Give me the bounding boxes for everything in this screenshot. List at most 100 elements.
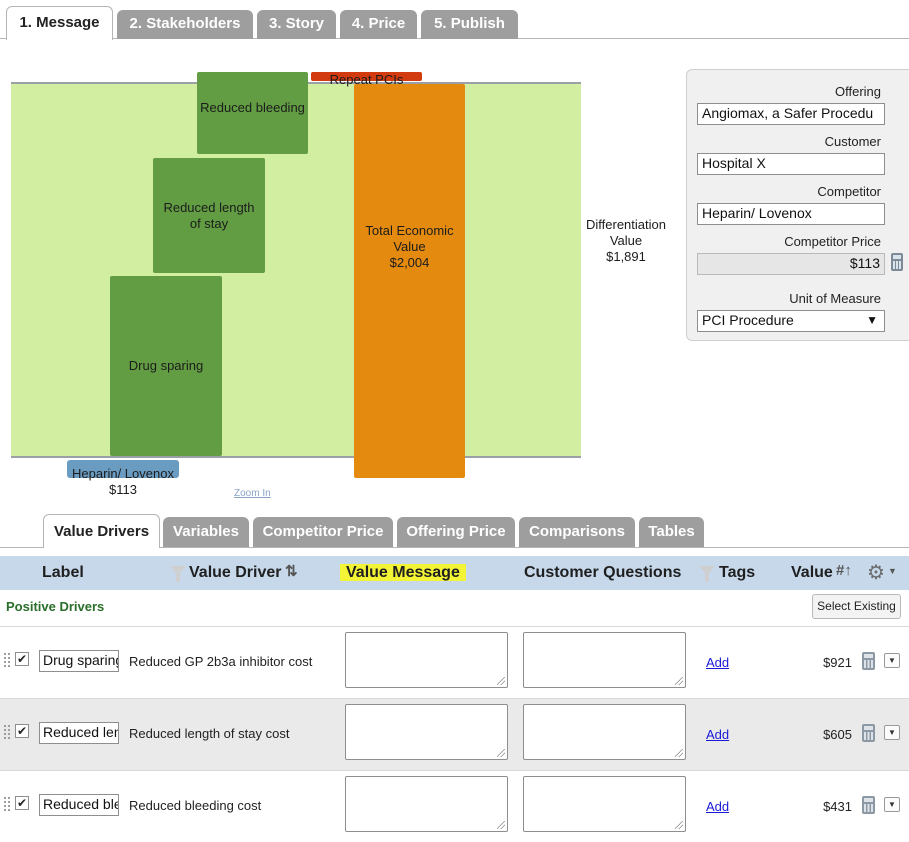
row-value: $921 bbox=[823, 655, 852, 670]
header-label[interactable]: Label bbox=[42, 564, 84, 581]
differentiation-amount: $1,891 bbox=[606, 249, 646, 264]
section-title-positive-drivers: Positive Drivers bbox=[6, 599, 105, 614]
bar-label-reduced-bleeding: Reduced bleeding bbox=[200, 100, 305, 115]
calculator-icon[interactable] bbox=[862, 652, 875, 670]
tab-publish[interactable]: 5. Publish bbox=[421, 10, 518, 39]
sort-az-icon[interactable]: ⇅ bbox=[285, 563, 298, 580]
tab-price[interactable]: 4. Price bbox=[340, 10, 417, 39]
table-row: ✔ Reduced bleeding Reduced bleeding cost… bbox=[0, 770, 909, 842]
drag-handle-icon[interactable] bbox=[3, 652, 11, 668]
bar-label-drug-sparing: Drug sparing bbox=[128, 358, 204, 373]
value-message-textarea[interactable] bbox=[345, 776, 508, 832]
dropdown-arrow-icon: ▼ bbox=[866, 313, 878, 327]
value-message-textarea[interactable] bbox=[345, 704, 508, 760]
row-value: $605 bbox=[823, 727, 852, 742]
calculator-icon[interactable] bbox=[862, 724, 875, 742]
add-tag-link[interactable]: Add bbox=[706, 655, 730, 670]
tab-stakeholders[interactable]: 2. Stakeholders bbox=[117, 10, 253, 39]
competitor-name: Heparin/ Lovenox bbox=[72, 466, 174, 481]
tab-competitor-price[interactable]: Competitor Price bbox=[253, 517, 393, 547]
bottom-tab-divider bbox=[0, 547, 909, 548]
row-value: $431 bbox=[823, 799, 852, 814]
total-label-line1: Total Economic bbox=[365, 223, 454, 238]
tab-offering-price[interactable]: Offering Price bbox=[397, 517, 515, 547]
chart-baseline bbox=[11, 456, 581, 458]
customer-label: Customer bbox=[824, 134, 881, 149]
filter-icon[interactable] bbox=[699, 566, 715, 582]
tab-story[interactable]: 3. Story bbox=[257, 10, 336, 39]
bar-reduced-length-of-stay[interactable]: Reduced length of stay bbox=[153, 158, 265, 273]
customer-field[interactable]: Hospital X bbox=[697, 153, 885, 175]
row-label-input[interactable]: Reduced bleeding bbox=[39, 794, 119, 816]
table-header: Label Value Driver ⇅ Value Message Custo… bbox=[0, 556, 909, 590]
competitor-bar-label: Heparin/ Lovenox $113 bbox=[67, 466, 179, 498]
drag-handle-icon[interactable] bbox=[3, 796, 11, 812]
row-separator bbox=[0, 698, 909, 699]
header-customer-questions[interactable]: Customer Questions bbox=[524, 564, 682, 581]
offering-label: Offering bbox=[834, 84, 881, 99]
row-value-driver: Reduced GP 2b3a inhibitor cost bbox=[129, 654, 313, 669]
bar-label-repeat-pcis: Repeat PCIs bbox=[329, 72, 404, 87]
customer-questions-textarea[interactable] bbox=[523, 632, 686, 688]
gear-dropdown-icon[interactable]: ▼ bbox=[888, 566, 897, 576]
select-existing-button[interactable]: Select Existing bbox=[812, 594, 901, 619]
tab-comparisons[interactable]: Comparisons bbox=[519, 517, 635, 547]
bar-drug-sparing[interactable]: Drug sparing bbox=[110, 276, 222, 456]
competitor-amount: $113 bbox=[109, 482, 137, 497]
competitor-price-label: Competitor Price bbox=[784, 234, 881, 249]
value-message-textarea[interactable] bbox=[345, 632, 508, 688]
bar-reduced-bleeding[interactable]: Reduced bleeding bbox=[197, 72, 308, 154]
competitor-label: Competitor bbox=[817, 184, 881, 199]
unit-of-measure-value: PCI Procedure bbox=[702, 312, 794, 328]
settings-panel: Offering Angiomax, a Safer Procedu Custo… bbox=[686, 69, 909, 341]
gear-icon[interactable]: ⚙ bbox=[867, 562, 885, 584]
add-tag-link[interactable]: Add bbox=[706, 727, 730, 742]
top-tab-bar: 1. Message 2. Stakeholders 3. Story 4. P… bbox=[0, 0, 909, 40]
calculator-icon[interactable] bbox=[862, 796, 875, 814]
customer-questions-textarea[interactable] bbox=[523, 704, 686, 760]
bar-total-economic-value[interactable]: Total Economic Value $2,004 bbox=[354, 84, 465, 478]
tab-variables[interactable]: Variables bbox=[163, 517, 249, 547]
tab-value-drivers[interactable]: Value Drivers bbox=[43, 514, 160, 548]
offering-field[interactable]: Angiomax, a Safer Procedu bbox=[697, 103, 885, 125]
header-value-message-text: Value Message bbox=[340, 564, 466, 581]
bar-repeat-pcis[interactable] bbox=[311, 72, 422, 81]
bar-competitor[interactable] bbox=[67, 460, 179, 478]
row-separator bbox=[0, 770, 909, 771]
header-tags[interactable]: Tags bbox=[719, 564, 756, 581]
row-checkbox[interactable]: ✔ bbox=[15, 652, 29, 666]
differentiation-line2: Value bbox=[609, 233, 643, 248]
row-value-driver: Reduced length of stay cost bbox=[129, 726, 290, 741]
header-value-driver[interactable]: Value Driver bbox=[189, 564, 282, 581]
customer-questions-textarea[interactable] bbox=[523, 776, 686, 832]
differentiation-line1: Differentiation bbox=[586, 217, 666, 232]
row-menu-dropdown-icon[interactable]: ▼ bbox=[884, 653, 900, 668]
tab-tables[interactable]: Tables bbox=[639, 517, 704, 547]
row-menu-dropdown-icon[interactable]: ▼ bbox=[884, 725, 900, 740]
row-label-input[interactable]: Reduced length of stay bbox=[39, 722, 119, 744]
row-checkbox[interactable]: ✔ bbox=[15, 724, 29, 738]
calculator-icon[interactable] bbox=[891, 253, 903, 271]
row-value-driver: Reduced bleeding cost bbox=[129, 798, 262, 813]
header-value[interactable]: Value bbox=[791, 564, 833, 581]
total-value-amount: $2,004 bbox=[389, 255, 430, 270]
drag-handle-icon[interactable] bbox=[3, 724, 11, 740]
table-row: ✔ Reduced length of stay Reduced length … bbox=[0, 698, 909, 770]
competitor-field[interactable]: Heparin/ Lovenox bbox=[697, 203, 885, 225]
zoom-in-link[interactable]: Zoom In bbox=[234, 488, 271, 499]
competitor-price-field: $113 bbox=[697, 253, 885, 275]
header-value-message[interactable]: Value Message bbox=[340, 564, 466, 582]
filter-icon[interactable] bbox=[170, 566, 186, 582]
row-label-input[interactable]: Drug sparing bbox=[39, 650, 119, 672]
differentiation-value-label: Differentiation Value $1,891 bbox=[575, 217, 677, 265]
tab-message[interactable]: 1. Message bbox=[6, 6, 113, 40]
row-menu-dropdown-icon[interactable]: ▼ bbox=[884, 797, 900, 812]
sort-numeric-icon[interactable]: #↑ bbox=[836, 562, 852, 579]
bar-label-reduced-length-of-stay: Reduced length of stay bbox=[163, 199, 255, 231]
add-tag-link[interactable]: Add bbox=[706, 799, 730, 814]
row-checkbox[interactable]: ✔ bbox=[15, 796, 29, 810]
table-row: ✔ Drug sparing Reduced GP 2b3a inhibitor… bbox=[0, 626, 909, 698]
row-separator bbox=[0, 626, 909, 627]
total-value-label: Total Economic Value $2,004 bbox=[365, 223, 453, 271]
unit-of-measure-select[interactable]: PCI Procedure ▼ bbox=[697, 310, 885, 332]
